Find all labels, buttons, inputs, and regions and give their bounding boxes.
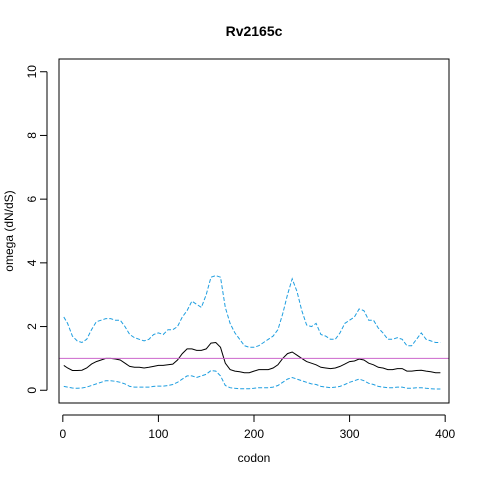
series-line-upper xyxy=(63,275,441,348)
y-tick-label: 2 xyxy=(25,323,39,330)
y-tick-label: 0 xyxy=(25,387,39,394)
plot-frame xyxy=(58,58,450,404)
x-tick-label: 400 xyxy=(435,427,455,441)
y-tick-label: 4 xyxy=(25,259,39,266)
y-axis: 0 2 4 6 8 10 xyxy=(25,65,48,394)
y-tick-label: 6 xyxy=(25,195,39,202)
y-tick-label: 8 xyxy=(25,132,39,139)
x-axis-label: codon xyxy=(238,451,271,465)
x-tick-label: 200 xyxy=(244,427,264,441)
x-tick-label: 100 xyxy=(148,427,168,441)
x-tick-label: 0 xyxy=(59,427,66,441)
y-axis-label: omega (dN/dS) xyxy=(2,190,16,271)
y-tick-label: 10 xyxy=(25,65,39,79)
x-tick-label: 300 xyxy=(340,427,360,441)
x-axis: 0 100 200 300 400 xyxy=(59,414,456,441)
chart-title: Rv2165c xyxy=(226,23,283,39)
series-line-estimate xyxy=(63,341,441,374)
plot-area xyxy=(59,275,449,390)
series-line-lower xyxy=(63,369,441,390)
